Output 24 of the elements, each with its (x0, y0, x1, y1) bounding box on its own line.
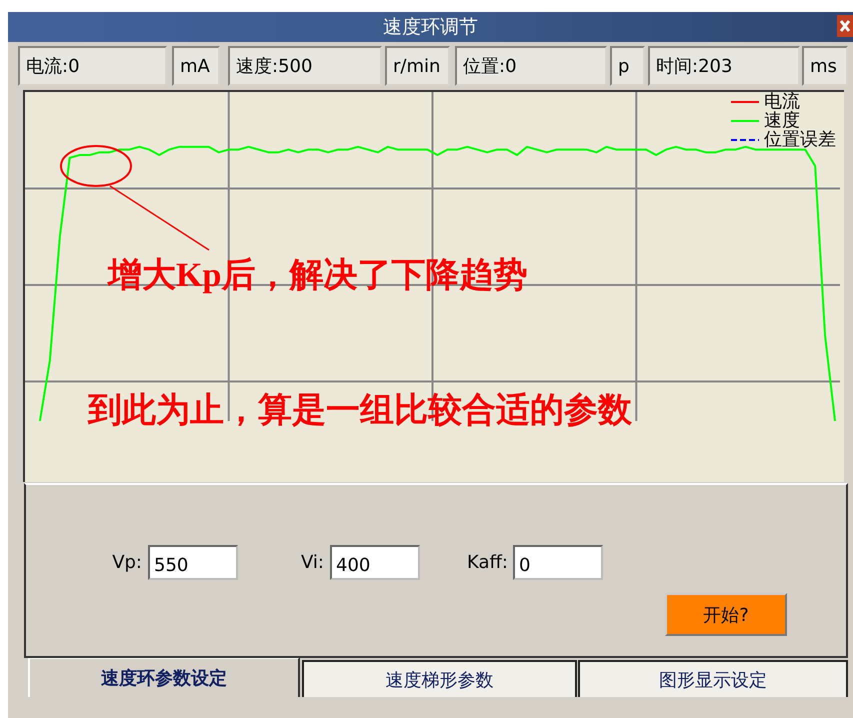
text: 时间:203 (648, 46, 800, 86)
text: 400 (330, 545, 420, 580)
text: Vp: (111, 550, 143, 574)
text: Vi: (300, 550, 325, 574)
text: 550 (148, 545, 238, 580)
annotation: 到此为止，算是一组比较合适的参数 (88, 391, 633, 431)
text: 开始? (665, 593, 787, 636)
chart-title: 速度环调节 (8, 12, 853, 42)
legend-label: 电流 (764, 91, 800, 112)
text: 速度:500 (228, 46, 382, 86)
annotation: 增大Kp后，解决了下降趋势 (108, 256, 528, 296)
text: Kaff: (466, 550, 509, 574)
text: 0 (513, 545, 603, 580)
legend-label: 速度 (764, 110, 800, 131)
text: 电流:0 (18, 46, 167, 86)
text: 速度环参数设定 (28, 657, 300, 697)
text: p (610, 46, 645, 86)
text: ms (802, 46, 848, 86)
text: 速度梯形参数 (302, 660, 577, 697)
legend-label: 位置误差 (764, 129, 836, 150)
text: 图形显示设定 (578, 660, 848, 697)
text: r/min (385, 46, 450, 86)
text: mA (172, 46, 220, 86)
text: 位置:0 (455, 46, 607, 86)
